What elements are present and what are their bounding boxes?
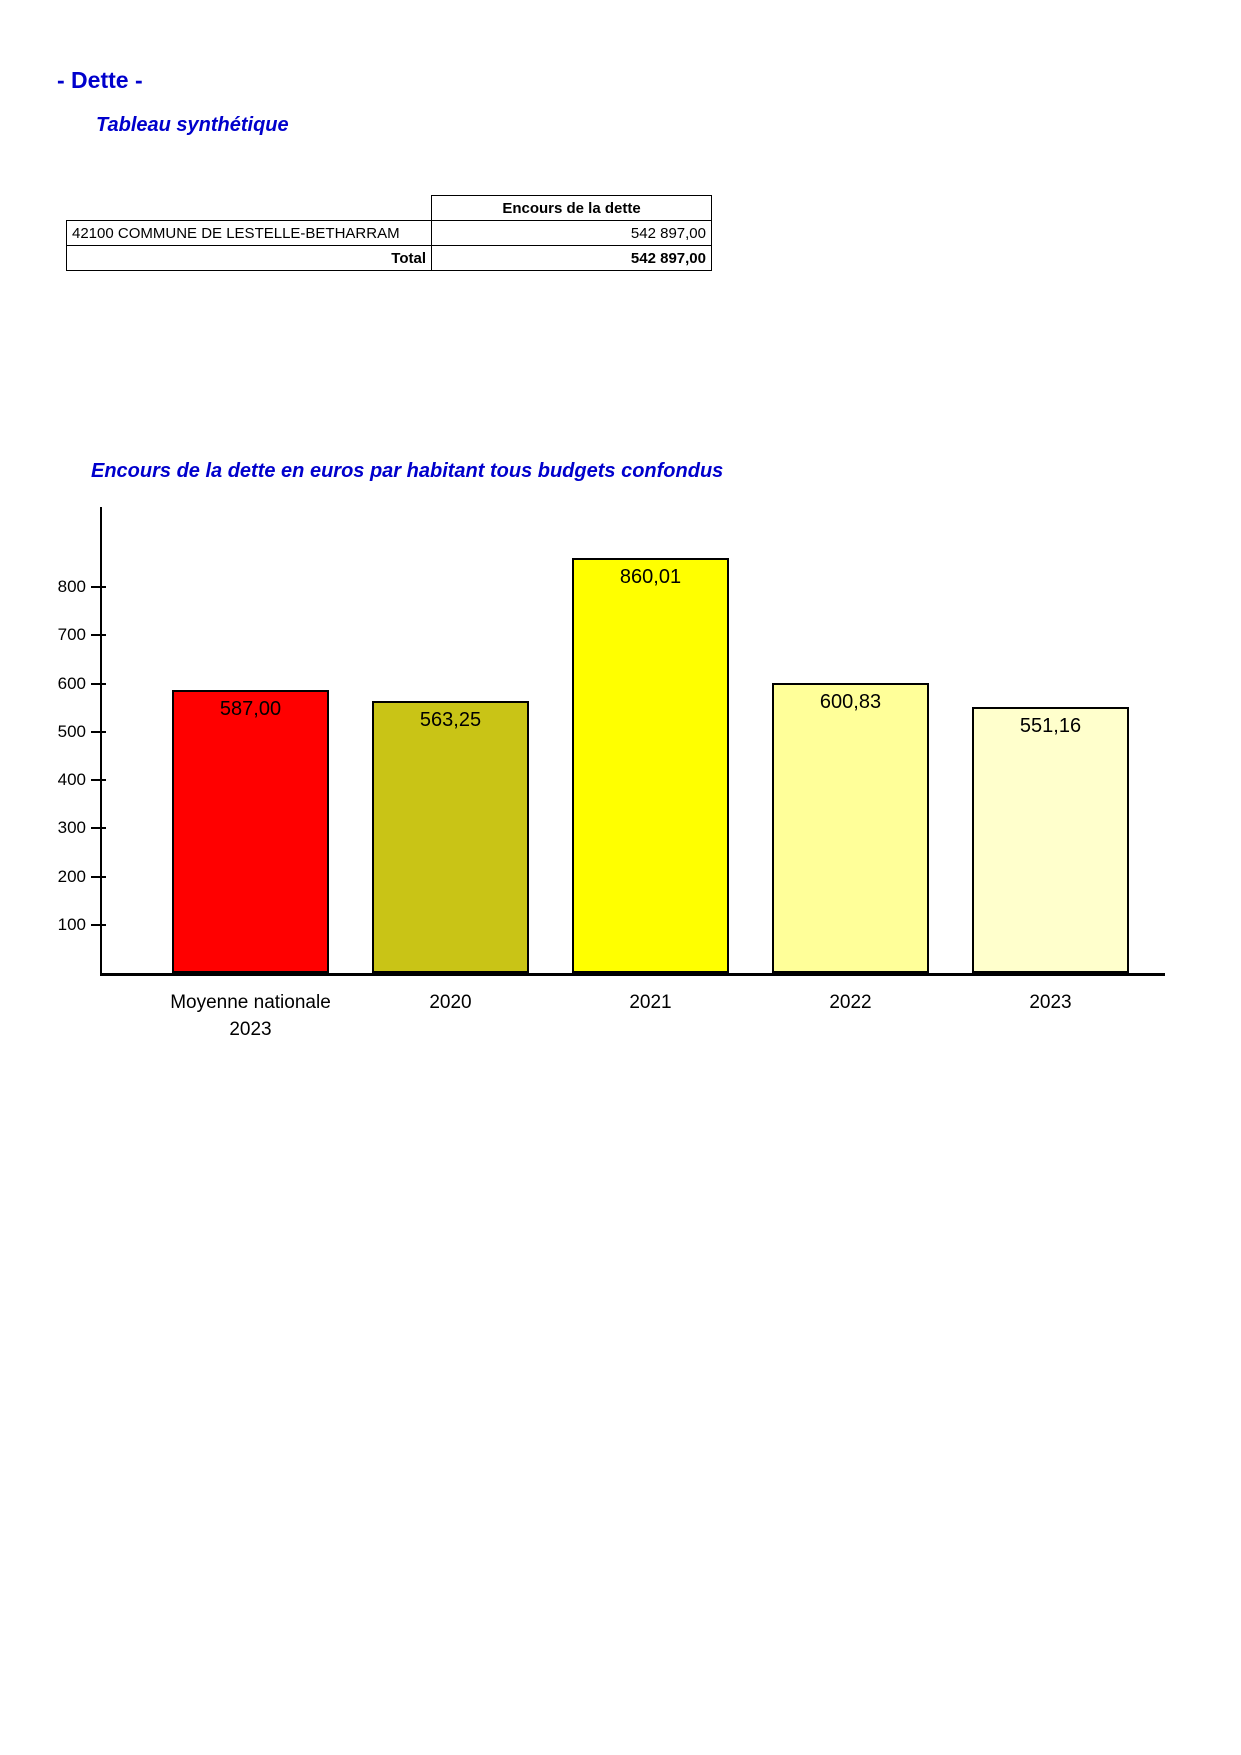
x-axis-label: Moyenne nationale 2023 <box>170 992 331 1040</box>
bar: 587,00 <box>172 690 329 973</box>
table-total-row: Total 542 897,00 <box>66 245 712 271</box>
x-axis-label: 2020 <box>429 992 472 1013</box>
y-axis-tick <box>91 923 106 926</box>
y-axis-tick-label: 500 <box>57 721 86 741</box>
y-axis-tick <box>91 875 106 878</box>
y-axis-tick <box>91 682 106 685</box>
y-axis-tick-label: 600 <box>57 673 86 693</box>
y-axis-tick-label: 400 <box>57 770 86 789</box>
bar-value-label: 600,83 <box>819 691 882 713</box>
y-axis-tick <box>91 779 106 781</box>
bar-value-label: 860,01 <box>619 566 682 588</box>
bar-value-label: 563,25 <box>419 709 482 731</box>
y-axis-tick <box>91 586 106 588</box>
bar: 563,25 <box>372 701 529 973</box>
page-title: - Dette - <box>57 67 143 93</box>
bar-value-label: 551,16 <box>1019 715 1082 737</box>
debt-summary-table: Encours de la dette 42100 COMMUNE DE LES… <box>66 195 712 271</box>
table-header-cell: Encours de la dette <box>431 195 712 221</box>
y-axis-tick <box>91 827 106 830</box>
section-subtitle: Tableau synthétique <box>96 114 289 136</box>
y-axis-line <box>100 507 102 973</box>
total-value-cell: 542 897,00 <box>431 245 712 271</box>
y-axis-tick-label: 200 <box>57 866 86 886</box>
commune-value-cell: 542 897,00 <box>431 220 712 246</box>
bar: 860,01 <box>572 558 729 973</box>
x-axis-label: 2023 <box>1029 992 1072 1013</box>
y-axis-tick-label: 100 <box>57 914 86 934</box>
bar: 600,83 <box>772 683 929 973</box>
x-axis-label: 2021 <box>629 992 672 1013</box>
chart-title: Encours de la dette en euros par habitan… <box>91 460 724 482</box>
y-axis-tick-label: 700 <box>57 625 86 645</box>
y-axis-tick-label: 300 <box>57 818 86 838</box>
bar: 551,16 <box>972 707 1129 973</box>
total-label-cell: Total <box>66 245 432 271</box>
bar-value-label: 587,00 <box>219 698 282 720</box>
table-header-row: Encours de la dette <box>67 195 712 221</box>
y-axis-tick-label: 800 <box>57 577 86 596</box>
y-axis-tick <box>91 634 106 637</box>
y-axis-tick <box>91 730 106 733</box>
x-axis-label: 2022 <box>829 992 872 1013</box>
x-axis-line <box>100 973 1165 976</box>
